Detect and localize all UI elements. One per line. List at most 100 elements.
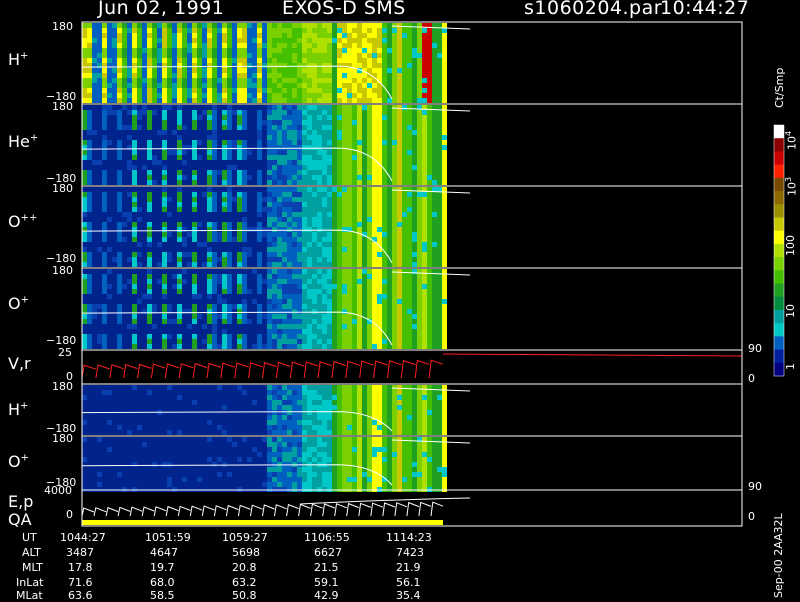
heatmap-cell [127, 289, 132, 294]
heatmap-cell [197, 53, 202, 58]
heatmap-cell [352, 237, 357, 242]
heatmap-cell [402, 212, 407, 217]
heatmap-cell [282, 192, 287, 197]
heatmap-cell [352, 125, 357, 130]
heatmap-cell [132, 257, 137, 262]
heatmap-cell [142, 105, 147, 110]
heatmap-cell [217, 390, 222, 395]
heatmap-cell [432, 294, 437, 299]
heatmap-cell [262, 319, 267, 324]
heatmap-cell [192, 125, 197, 130]
heatmap-cell [432, 150, 437, 155]
heatmap-cell [427, 43, 432, 48]
heatmap-cell [357, 217, 362, 222]
heatmap-cell [172, 212, 177, 217]
heatmap-cell [282, 242, 287, 247]
heatmap-cell [302, 314, 307, 319]
heatmap-cell [132, 175, 137, 180]
heatmap-cell [352, 279, 357, 284]
heatmap-cell [117, 390, 122, 395]
heatmap-cell [277, 247, 282, 252]
heatmap-cell [177, 299, 182, 304]
heatmap-cell [122, 58, 127, 63]
heatmap-cell [212, 93, 217, 98]
heatmap-cell [307, 28, 312, 33]
heatmap-cell [147, 187, 152, 192]
heatmap-cell [132, 145, 137, 150]
heatmap-cell [282, 125, 287, 130]
heatmap-cell [237, 242, 242, 247]
heatmap-cell [247, 329, 252, 334]
heatmap-cell [247, 155, 252, 160]
heatmap-cell [97, 420, 102, 425]
heatmap-cell [222, 140, 227, 145]
heatmap-cell [297, 43, 302, 48]
heatmap-cell [212, 329, 217, 334]
heatmap-cell [182, 304, 187, 309]
heatmap-cell [102, 217, 107, 222]
heatmap-cell [427, 53, 432, 58]
heatmap-cell [362, 247, 367, 252]
heatmap-cell [357, 105, 362, 110]
heatmap-cell [102, 222, 107, 227]
heatmap-cell [142, 269, 147, 274]
heatmap-cell [442, 274, 447, 279]
heatmap-cell [132, 334, 137, 339]
heatmap-cell [137, 53, 142, 58]
heatmap-cell [407, 73, 412, 78]
heatmap-cell [412, 289, 417, 294]
heatmap-cell [282, 88, 287, 93]
heatmap-cell [432, 58, 437, 63]
heatmap-cell [202, 197, 207, 202]
heatmap-cell [402, 192, 407, 197]
heatmap-cell [137, 227, 142, 232]
heatmap-cell [177, 284, 182, 289]
heatmap-cell [147, 115, 152, 120]
heatmap-cell [162, 192, 167, 197]
heatmap-cell [357, 319, 362, 324]
heatmap-cell [412, 180, 417, 185]
heatmap-cell [227, 202, 232, 207]
heatmap-cell [412, 227, 417, 232]
heatmap-cell [202, 289, 207, 294]
heatmap-cell [352, 83, 357, 88]
heatmap-cell [372, 38, 377, 43]
heatmap-cell [122, 329, 127, 334]
heatmap-cell [97, 63, 102, 68]
heatmap-cell [172, 93, 177, 98]
heatmap-cell [237, 344, 242, 349]
heatmap-cell [187, 28, 192, 33]
heatmap-cell [217, 165, 222, 170]
heatmap-cell [137, 405, 142, 410]
heatmap-cell [367, 120, 372, 125]
heatmap-cell [112, 415, 117, 420]
heatmap-cell [167, 58, 172, 63]
attitude-trace [81, 189, 471, 264]
heatmap-cell [312, 284, 317, 289]
heatmap-cell [427, 269, 432, 274]
heatmap-cell [102, 304, 107, 309]
heatmap-cell [282, 334, 287, 339]
heatmap-cell [217, 105, 222, 110]
heatmap-cell [87, 309, 92, 314]
heatmap-cell [372, 314, 377, 319]
heatmap-cell [347, 88, 352, 93]
heatmap-cell [232, 28, 237, 33]
heatmap-cell [202, 299, 207, 304]
heatmap-cell [177, 170, 182, 175]
heatmap-cell [407, 207, 412, 212]
heatmap-cell [367, 105, 372, 110]
heatmap-cell [207, 385, 212, 390]
heatmap-cell [97, 269, 102, 274]
heatmap-cell [302, 33, 307, 38]
heatmap-cell [342, 58, 347, 63]
heatmap-cell [122, 93, 127, 98]
heatmap-cell [427, 339, 432, 344]
heatmap-cell [407, 53, 412, 58]
heatmap-cell [232, 299, 237, 304]
heatmap-cell [247, 334, 252, 339]
heatmap-cell [182, 187, 187, 192]
heatmap-cell [102, 319, 107, 324]
heatmap-cell [272, 115, 277, 120]
heatmap-cell [177, 425, 182, 430]
